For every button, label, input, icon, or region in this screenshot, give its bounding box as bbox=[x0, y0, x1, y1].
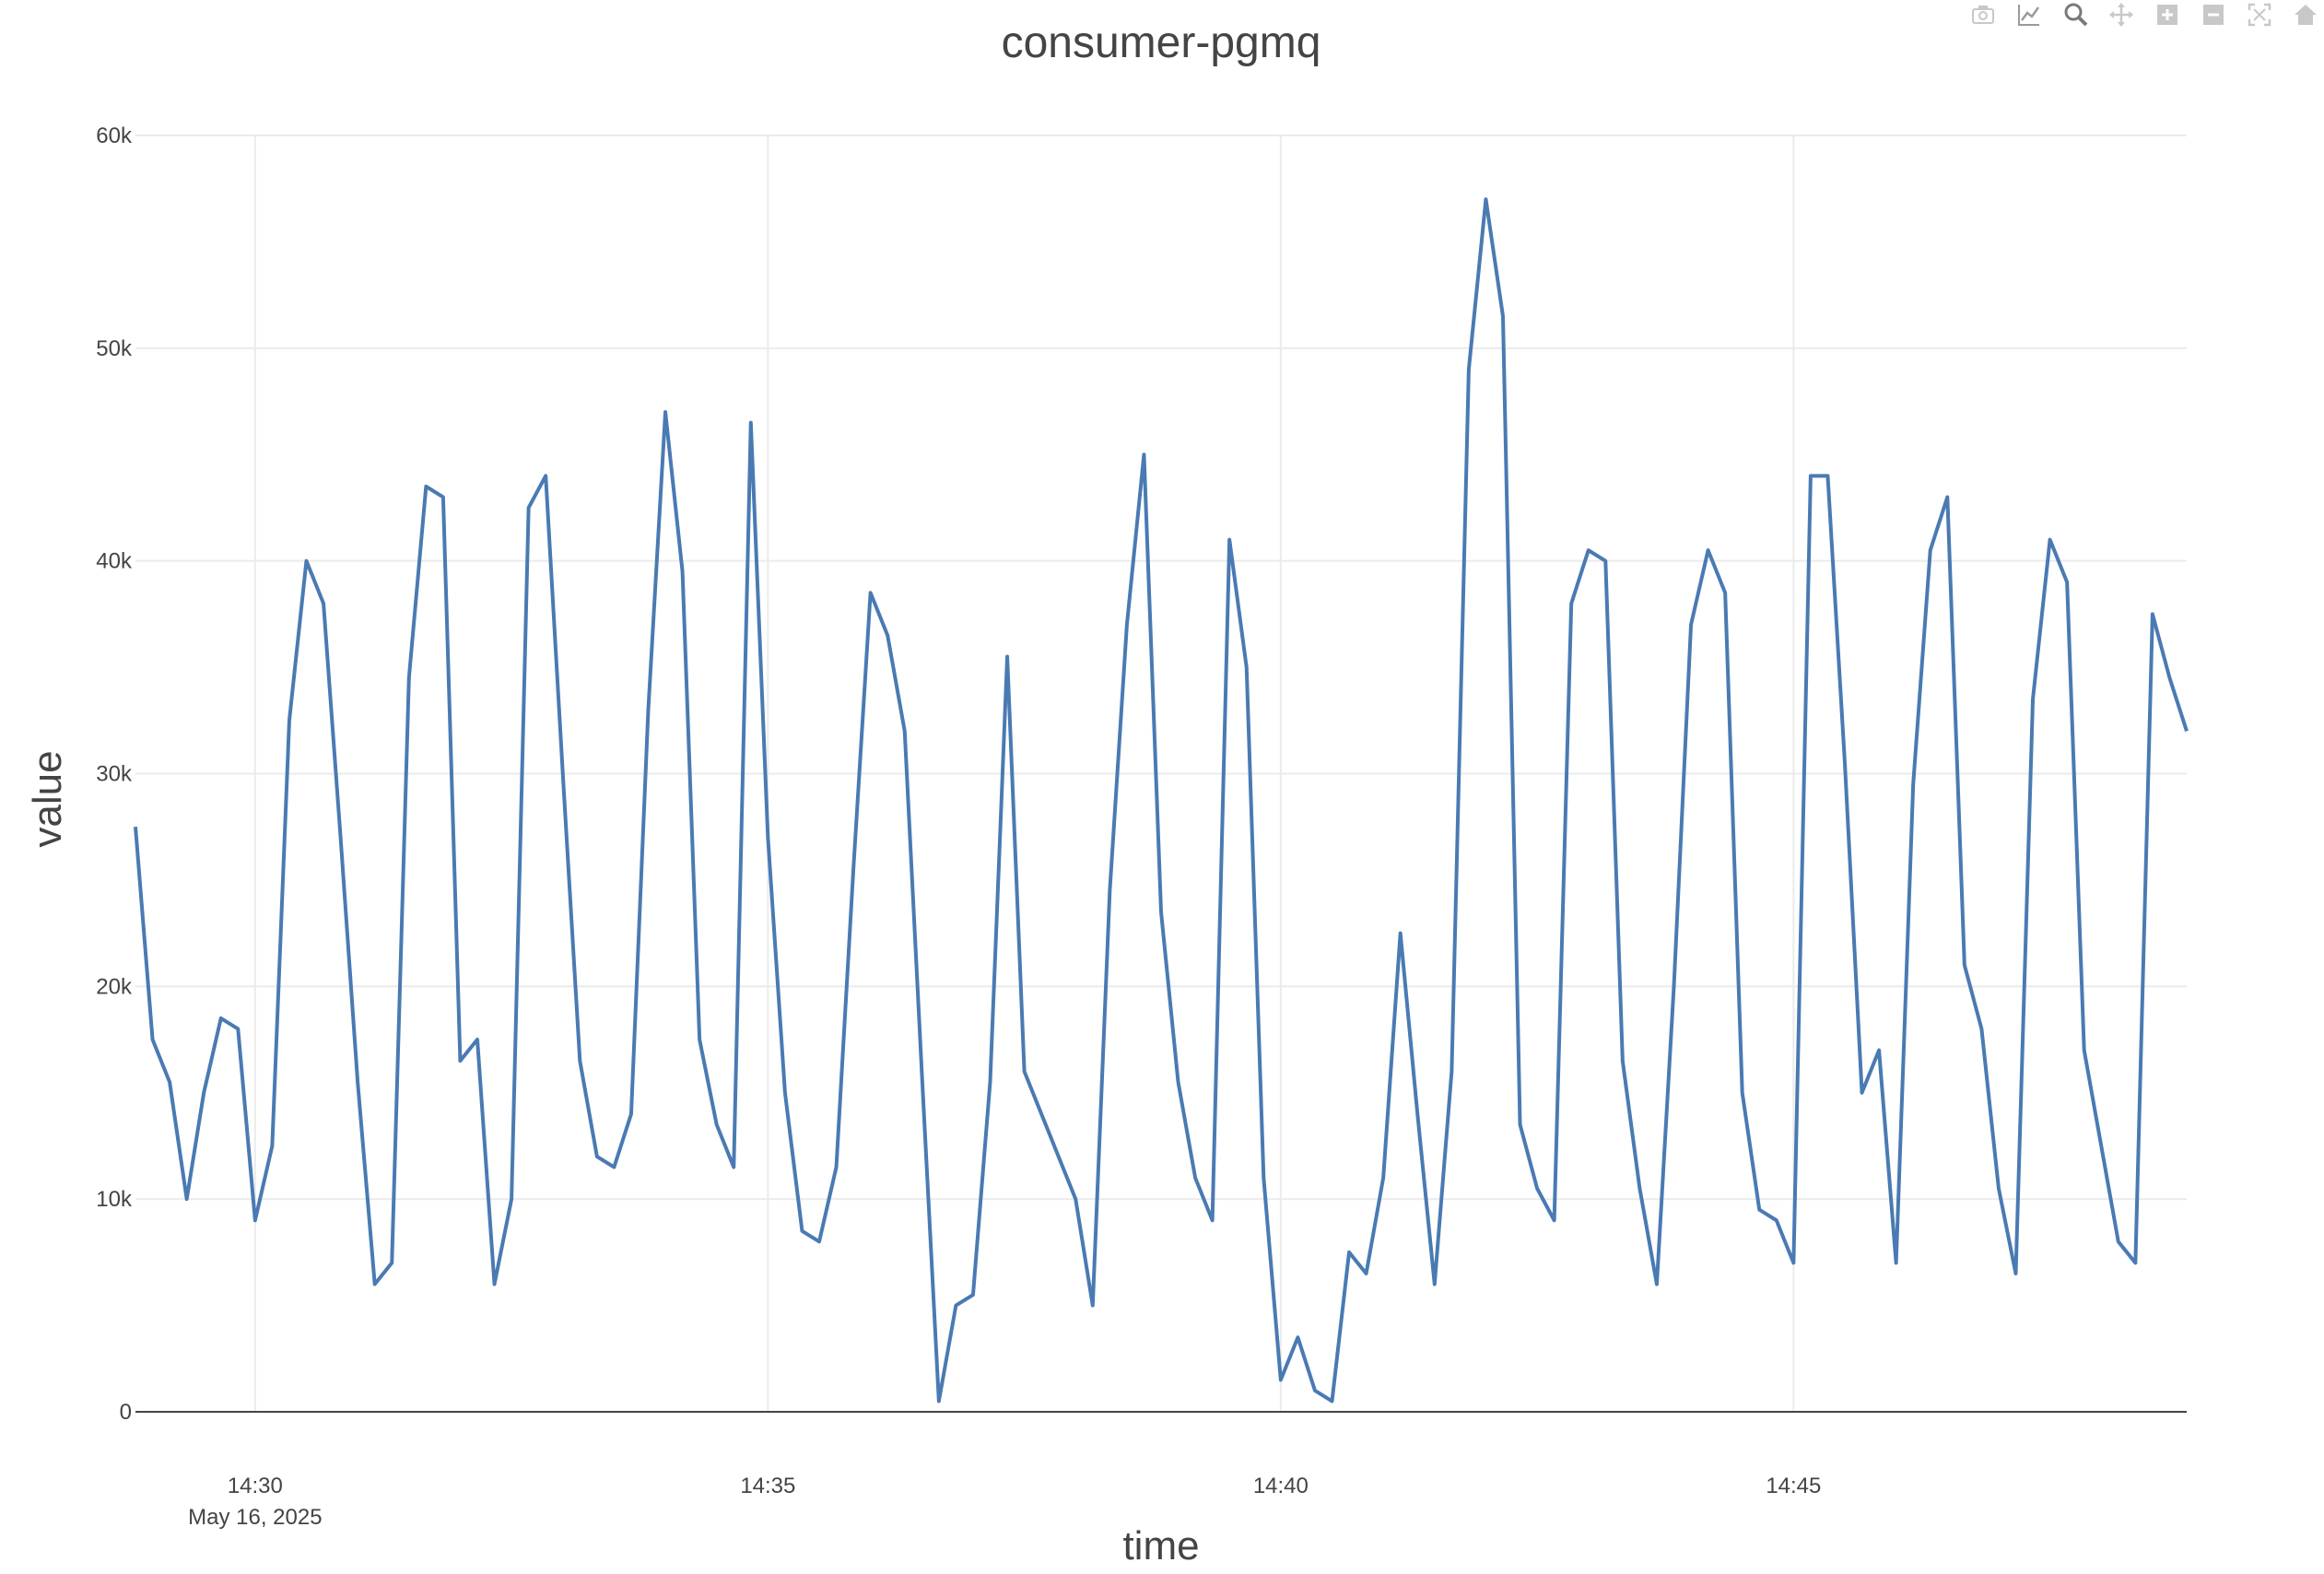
pan-icon[interactable] bbox=[2108, 2, 2134, 28]
zoom-icon[interactable] bbox=[2062, 2, 2088, 28]
zoom-in-icon[interactable] bbox=[2154, 2, 2180, 28]
autoscale-icon[interactable] bbox=[2247, 2, 2272, 28]
y-tick-label: 0 bbox=[120, 1400, 132, 1425]
plot-area[interactable] bbox=[134, 197, 2189, 1404]
axes: 0 10k 20k 30k 40k 50k 60k 14:30 May 16, 2025 14:3… bbox=[96, 123, 2187, 1530]
x-tick-label: 14:30 bbox=[228, 1474, 283, 1498]
y-tick-label: 10k bbox=[96, 1187, 133, 1212]
home-icon[interactable] bbox=[2293, 2, 2318, 28]
x-tick-label: 14:35 bbox=[740, 1474, 795, 1498]
chart-title: consumer-pgmq bbox=[1002, 18, 1321, 67]
line-chart-icon[interactable] bbox=[2016, 2, 2042, 28]
x-tick-sublabel: May 16, 2025 bbox=[188, 1505, 322, 1530]
y-tick-label: 50k bbox=[96, 336, 133, 361]
x-axis-title: time bbox=[1122, 1523, 1199, 1568]
gridlines bbox=[135, 135, 2187, 1412]
x-tick-label: 14:40 bbox=[1253, 1474, 1309, 1498]
zoom-out-icon[interactable] bbox=[2201, 2, 2226, 28]
modebar bbox=[1970, 0, 2324, 28]
y-tick-label: 20k bbox=[96, 974, 133, 999]
y-tick-label: 40k bbox=[96, 549, 133, 574]
y-tick-label: 30k bbox=[96, 762, 133, 787]
x-tick-label: 14:45 bbox=[1766, 1474, 1821, 1498]
series-line[interactable] bbox=[134, 197, 2189, 1404]
y-axis-title: value bbox=[25, 750, 70, 847]
y-tick-label: 60k bbox=[96, 123, 133, 148]
camera-icon[interactable] bbox=[1970, 2, 1996, 28]
